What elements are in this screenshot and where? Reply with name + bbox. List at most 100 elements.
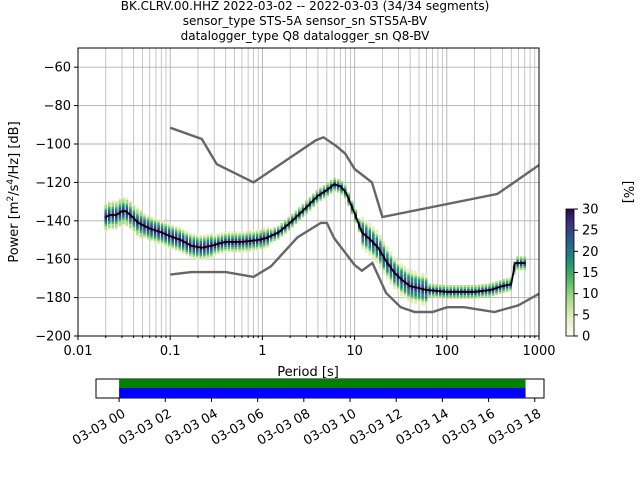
psd-bin <box>188 242 192 245</box>
psd-bin <box>104 229 108 232</box>
psd-bin <box>379 258 382 261</box>
psd-bin <box>421 291 424 295</box>
psd-bin <box>111 204 115 207</box>
psd-bin <box>125 214 129 218</box>
psd-bin <box>386 259 389 263</box>
psd-bin <box>167 246 171 249</box>
psd-bin <box>460 296 463 299</box>
psd-bin <box>224 235 227 238</box>
psd-bin <box>104 221 108 224</box>
psd-bin <box>379 242 382 245</box>
psd-bin <box>403 267 407 271</box>
psd-bin <box>210 248 213 251</box>
psd-bin <box>181 238 185 241</box>
psd-bin <box>174 241 178 244</box>
psd-bin <box>400 289 403 293</box>
psd-bin <box>276 227 280 230</box>
psd-bin <box>403 290 407 294</box>
psd-bin <box>470 296 474 299</box>
psd-bin <box>217 246 220 249</box>
psd-bin <box>516 263 519 267</box>
psd-bin <box>326 182 329 185</box>
psd-bin <box>453 288 456 292</box>
psd-bin <box>107 223 111 226</box>
psd-bin <box>396 277 400 280</box>
psd-bin <box>379 240 382 244</box>
psd-bin <box>396 273 400 276</box>
psd-bin <box>227 233 231 236</box>
psd-bin <box>364 223 368 226</box>
psd-bin <box>167 223 171 226</box>
psd-bin <box>125 218 129 221</box>
psd-bin <box>488 285 491 288</box>
psd-bin <box>132 209 136 213</box>
psd-bin <box>107 219 111 223</box>
psd-bin <box>382 242 386 246</box>
psd-bin <box>484 285 488 288</box>
psd-bin <box>372 253 375 256</box>
psd-bin <box>269 240 273 243</box>
psd-bin <box>368 245 372 248</box>
psd-bin <box>248 232 252 235</box>
psd-bin <box>340 184 343 187</box>
psd-bin <box>157 218 160 222</box>
psd-bin <box>150 233 153 237</box>
psd-bin <box>234 239 238 242</box>
psd-bin <box>396 263 400 266</box>
psd-bin <box>266 242 270 245</box>
psd-bin <box>104 219 108 222</box>
psd-bin <box>424 285 428 288</box>
psd-bin <box>326 192 329 195</box>
psd-bin <box>382 267 386 271</box>
psd-bin <box>157 228 160 231</box>
psd-bin <box>224 242 227 246</box>
psd-bin <box>118 215 122 218</box>
psd-bin <box>217 236 220 240</box>
psd-bin <box>396 269 400 272</box>
psd-bin <box>115 221 118 224</box>
psd-bin <box>153 231 157 234</box>
psd-bin <box>403 277 407 280</box>
psd-bin <box>146 234 150 237</box>
psd-bin <box>210 256 213 259</box>
psd-bin <box>414 278 417 281</box>
psd-bin <box>417 279 421 282</box>
psd-bin <box>139 234 143 237</box>
psd-bin <box>308 197 312 200</box>
y-tick-label: −60 <box>44 61 71 76</box>
psd-bin <box>407 274 410 277</box>
psd-bin <box>139 213 143 216</box>
psd-bin <box>185 230 189 233</box>
psd-bin <box>199 234 203 238</box>
psd-bin <box>421 282 424 285</box>
psd-bin <box>104 208 108 211</box>
psd-bin <box>386 256 389 259</box>
psd-bin <box>491 286 495 289</box>
psd-bin <box>315 199 319 202</box>
psd-bin <box>171 237 174 241</box>
psd-bin <box>477 294 481 297</box>
psd-bin <box>407 289 410 292</box>
psd-bin <box>276 235 280 238</box>
psd-bin <box>410 287 414 290</box>
psd-bin <box>104 206 108 209</box>
psd-bin <box>118 217 122 220</box>
psd-bin <box>519 258 523 261</box>
psd-bin <box>266 230 270 233</box>
psd-bin <box>157 224 160 227</box>
x-tick-label: 0.01 <box>64 344 93 359</box>
psd-bin <box>343 196 347 199</box>
psd-bin <box>157 234 160 237</box>
psd-bin <box>206 249 210 252</box>
psd-bin <box>185 244 189 247</box>
psd-bin <box>107 216 111 219</box>
psd-bin <box>118 221 122 224</box>
psd-bin <box>245 232 248 235</box>
psd-bin <box>171 234 174 237</box>
psd-bin <box>421 303 424 306</box>
psd-bin <box>224 233 227 236</box>
psd-bin <box>368 240 372 243</box>
psd-bin <box>132 227 136 230</box>
psd-bin <box>343 188 347 191</box>
psd-bin <box>199 258 203 261</box>
